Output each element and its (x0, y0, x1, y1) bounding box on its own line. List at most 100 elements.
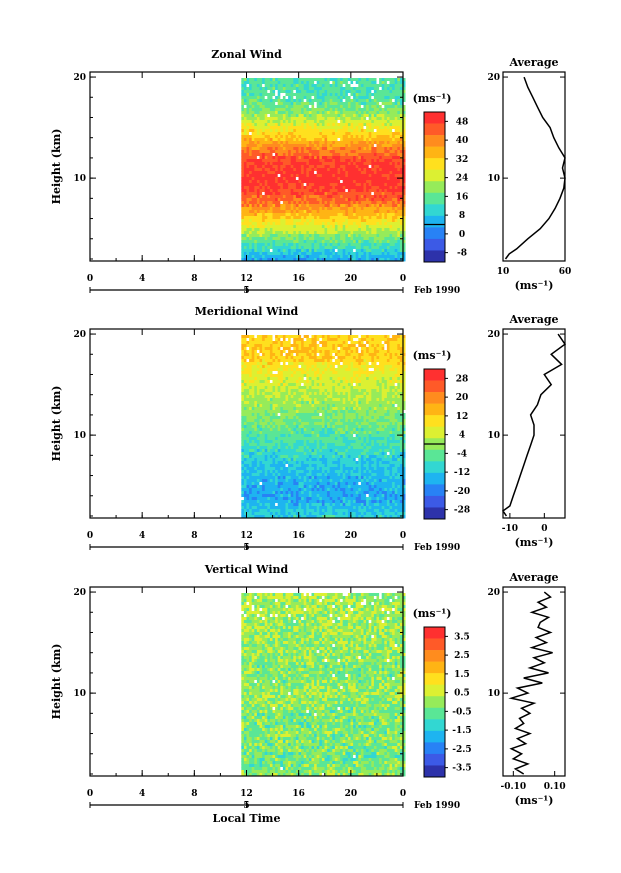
profile-x-tick-label: 10 (497, 267, 510, 277)
colorbar-swatch (424, 369, 445, 381)
x-tick-label: 4 (139, 531, 145, 541)
profile-unit: (ms⁻¹) (515, 794, 554, 807)
colorbar-label: 0 (459, 230, 465, 240)
colorbar-label: 4 (459, 431, 465, 441)
average-profile: Average 20 10 -0.10 0.10 (ms⁻¹) (487, 571, 565, 807)
x-tick-label: 12 (240, 274, 253, 284)
x-tick-label: 8 (191, 531, 197, 541)
x-tick-label: 0 (87, 274, 93, 284)
panel-meridional: Meridional Wind 20 10 Height (km) 0 4 8 12 16 20 0… (50, 305, 567, 553)
y-tick-label: 20 (73, 588, 86, 598)
colorbar-swatch (424, 507, 445, 520)
profile-y-tick-label: 20 (487, 588, 500, 598)
date-label: Feb 1990 (414, 801, 460, 811)
profile-line (504, 76, 566, 260)
x-axis-label: Local Time (213, 812, 281, 825)
profile-x-tick-label: 0.10 (544, 782, 566, 792)
y-axis-label: Height (km) (50, 644, 63, 720)
colorbar-swatch (424, 392, 445, 404)
x-tick-label: 8 (191, 789, 197, 799)
x-tick-label: 16 (292, 531, 305, 541)
profile-unit: (ms⁻¹) (515, 279, 554, 292)
x-tick-label: 0 (87, 531, 93, 541)
date-tick-label: 5 (243, 286, 249, 296)
profile-y-tick-label: 20 (487, 73, 500, 83)
colorbar-swatch (424, 135, 445, 147)
average-profile: Average 20 10 -10 0 (ms⁻¹) (487, 313, 567, 549)
colorbar-swatch (424, 638, 445, 651)
colorbar-swatch (424, 719, 445, 732)
colorbar-swatch (424, 753, 445, 766)
colorbar-swatch (424, 380, 445, 393)
colorbar-swatch (424, 461, 445, 474)
colorbar-label: -4 (457, 449, 467, 459)
profile-frame (502, 71, 566, 262)
profile-title: Average (508, 571, 558, 584)
average-profile: Average 20 10 10 60 (ms⁻¹) (487, 56, 571, 292)
profile-x-tick-label: -10 (502, 524, 518, 534)
colorbar-swatch (424, 192, 445, 205)
colorbar-frame (423, 626, 446, 778)
colorbar-swatch (424, 742, 445, 755)
colorbar-swatch (424, 627, 445, 639)
panel-vertical: Vertical Wind 20 10 Height (km) 0 4 8 12 16 20 0 5 F… (50, 563, 566, 825)
colorbar-swatch (424, 250, 445, 263)
colorbar-label: -1.5 (452, 726, 471, 736)
colorbar-swatch (424, 661, 445, 674)
colorbar-swatch (424, 484, 445, 497)
colorbar-swatch (424, 426, 445, 439)
profile-line (508, 591, 553, 775)
profile-line (501, 333, 567, 517)
colorbar-label: -28 (454, 506, 470, 516)
colorbar-label: 40 (456, 136, 469, 146)
x-tick-label: 0 (400, 531, 406, 541)
colorbar-label: 12 (456, 412, 469, 422)
x-tick-label: 0 (400, 274, 406, 284)
profile-x-tick-label: -0.10 (501, 782, 527, 792)
y-tick-label: 10 (73, 431, 86, 441)
x-tick-label: 20 (345, 274, 358, 284)
profile-frame (502, 328, 566, 519)
colorbar-label: 2.5 (454, 651, 470, 661)
colorbar-swatch (424, 696, 445, 709)
colorbar-label: 0.5 (454, 689, 470, 699)
colorbar-swatch (424, 112, 445, 124)
colorbar-label: 8 (459, 211, 465, 221)
colorbar-label: 24 (456, 174, 469, 184)
x-tick-label: 12 (240, 531, 253, 541)
y-tick-label: 10 (73, 174, 86, 184)
colorbar-label: -20 (454, 487, 470, 497)
colorbar-swatch (424, 146, 445, 159)
colorbar-swatch (424, 707, 445, 720)
x-tick-label: 16 (292, 789, 305, 799)
colorbar-label: 28 (456, 374, 469, 384)
colorbar-unit: (ms⁻¹) (413, 92, 452, 105)
profile-title: Average (508, 56, 558, 69)
colorbar-swatch (424, 238, 445, 251)
x-tick-label: 4 (139, 789, 145, 799)
date-label: Feb 1990 (414, 286, 460, 296)
profile-y-tick-label: 10 (487, 174, 500, 184)
x-tick-label: 0 (87, 789, 93, 799)
profile-y-tick-label: 20 (487, 330, 500, 340)
y-tick-label: 10 (73, 689, 86, 699)
x-tick-label: 16 (292, 274, 305, 284)
x-tick-label: 8 (191, 274, 197, 284)
date-tick-label: 5 (243, 543, 249, 553)
y-tick-label: 20 (73, 73, 86, 83)
colorbar-label: 20 (456, 393, 469, 403)
colorbar-label: 16 (456, 192, 469, 202)
colorbar-label: -12 (454, 468, 470, 478)
x-tick-label: 0 (400, 789, 406, 799)
colorbar-label: 3.5 (454, 632, 470, 642)
colorbar-swatch (424, 495, 445, 508)
colorbar-label: -2.5 (452, 745, 471, 755)
heatmap-cells (241, 593, 406, 777)
x-tick-label: 20 (345, 531, 358, 541)
profile-unit: (ms⁻¹) (515, 536, 554, 549)
heatmap-cells (241, 335, 406, 519)
y-tick-label: 20 (73, 330, 86, 340)
colorbar-swatch (424, 403, 445, 416)
